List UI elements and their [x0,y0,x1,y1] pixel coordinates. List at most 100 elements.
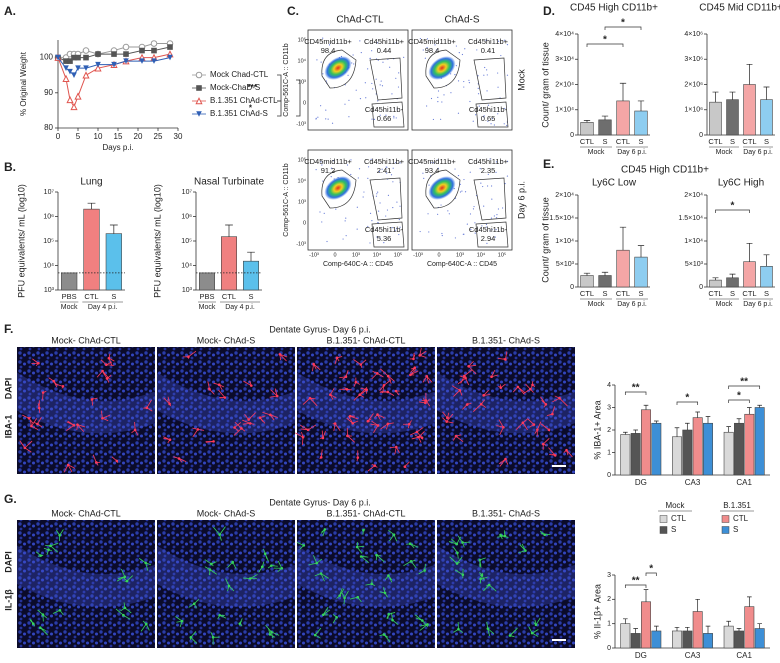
stain [19,440,33,453]
event-dot [372,88,374,90]
error-bar [757,623,762,629]
cell-layer [297,372,435,434]
stain-soma [403,465,407,468]
error-bar [654,625,659,631]
group-label: Mock [61,304,78,311]
sig-label: * [685,393,689,404]
event-dot [483,205,485,207]
error-bar [736,628,742,631]
y-tick-label: 5×10³ [556,261,575,268]
x-tick-label: CTL [742,137,756,146]
stain-soma [386,374,390,378]
event-dot [396,201,398,203]
stain-soma [52,379,56,383]
error-bar [623,618,628,624]
flow-tick-label: 0 [303,220,306,226]
stain-soma [359,555,363,558]
bar [620,434,631,476]
event-dot [504,182,506,185]
stain-soma [90,398,94,401]
error-bar [712,277,719,281]
gate [321,49,357,89]
legend-marker [195,97,203,105]
cell-layer [17,372,155,434]
image-title: Mock- ChAd-S [197,508,256,518]
gate-name: Cd45hi11b- [469,225,508,234]
stain-soma [47,548,50,552]
sig-label: ** [632,576,640,587]
stain-soma [268,633,272,636]
bar [723,431,734,476]
event-dot [494,236,496,238]
event-dot [378,210,380,212]
bar [743,261,756,288]
y-tick-label: 1 [607,449,611,456]
event-dot [345,217,347,219]
stain-soma [541,442,545,446]
stain-soma [319,572,323,575]
y-tick-label: 0 [570,132,574,139]
event-dot [461,53,464,56]
y-axis-label: PFU equivalents/ mL (log10) [16,184,26,298]
stain-soma [315,561,319,565]
bar [580,275,594,288]
event-dot [356,228,358,230]
y-tick-label: 10⁴ [43,262,54,269]
event-dot [396,108,398,110]
stain-soma [417,435,420,439]
series-line [57,53,171,109]
y-tick-label: 0 [607,645,611,652]
gate-value: 2.35 [481,166,496,175]
stain-soma [30,424,33,428]
sig-label: ** [740,377,748,388]
stain-soma [345,388,349,391]
panel-label: C. [287,4,299,18]
bar [734,422,744,476]
event-dot [482,185,484,188]
stain-soma [233,426,236,429]
x-tick-label: PBS [199,292,214,301]
error-bar [695,411,700,418]
panel-label: B. [4,160,16,174]
error-bar [736,418,742,424]
flow-tick-label: 0 [437,252,440,258]
event-dot [493,124,495,126]
error-bar [637,245,645,258]
event-dot [485,223,488,225]
event-dot [355,89,357,91]
x-tick-label: CTL [222,292,236,301]
event-dot [392,167,394,169]
event-dot [345,235,347,237]
stain-soma [208,568,212,571]
y-tick-label: 10⁴ [181,262,192,269]
bar [672,436,682,476]
event-dot [377,100,379,102]
stain-soma [312,362,315,366]
gate-value: 98.4 [425,46,440,55]
event-dot [487,173,489,175]
density-blob [324,176,352,200]
stain-soma [543,533,546,537]
marker [83,65,89,71]
event-dot [461,190,463,192]
bar [634,256,648,288]
error-bar [601,271,609,276]
event-dot [395,42,397,44]
stain-soma [376,372,379,375]
bar [598,119,612,136]
gate-value: 2.41 [377,166,392,175]
stain-soma [338,594,341,597]
marker [167,54,173,61]
flow-tick-label: 10⁴ [298,177,307,184]
bar [726,277,739,288]
y-axis-label: Count/ gram of tissue [540,42,550,128]
bar [580,122,594,136]
panel-title: Dentate Gyrus- Day 6 p.i. [269,497,371,507]
event-dot [330,167,333,169]
bar [744,413,755,476]
marker [139,58,145,64]
stain-soma [386,390,390,394]
gate-value: 2.94 [481,234,496,243]
stain-soma [421,619,424,622]
event-dot [497,86,499,88]
